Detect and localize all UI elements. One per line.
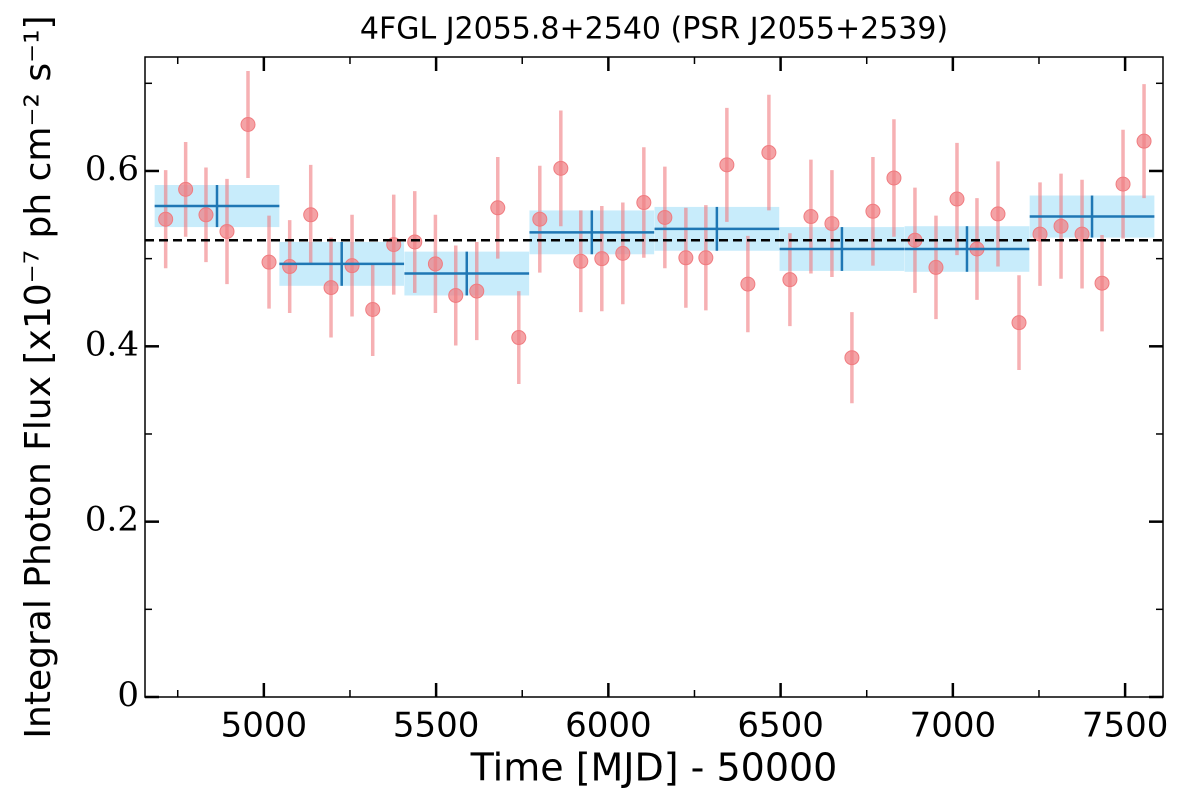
x-tick-label: 5500 xyxy=(393,706,480,746)
data-point xyxy=(178,181,194,197)
data-point xyxy=(865,203,881,219)
data-point xyxy=(1074,226,1090,242)
x-axis-label: Time [MJD] - 50000 xyxy=(470,746,838,790)
data-point xyxy=(1032,226,1048,242)
y-tick-label: 0.4 xyxy=(85,324,139,364)
data-point xyxy=(261,254,277,270)
data-point xyxy=(1136,133,1152,149)
y-tick-label: 0.6 xyxy=(85,149,139,189)
data-point xyxy=(553,160,569,176)
data-point xyxy=(1094,275,1110,291)
data-point xyxy=(303,207,319,223)
plot-frame xyxy=(144,56,1164,698)
x-tick-label: 6500 xyxy=(737,706,824,746)
data-point xyxy=(323,280,339,296)
data-point xyxy=(532,211,548,227)
data-point xyxy=(1011,315,1027,331)
data-point xyxy=(657,209,673,225)
data-point xyxy=(740,276,756,292)
data-point xyxy=(1115,176,1131,192)
data-point xyxy=(469,283,485,299)
data-point xyxy=(698,250,714,266)
data-point xyxy=(573,253,589,269)
y-tick-label: 0.2 xyxy=(85,500,139,540)
data-point xyxy=(678,250,694,266)
data-point xyxy=(636,195,652,211)
data-point xyxy=(344,258,360,274)
data-point xyxy=(844,350,860,366)
x-tick-label: 7000 xyxy=(910,706,997,746)
data-point xyxy=(427,256,443,272)
data-point xyxy=(407,234,423,250)
chart-title: 4FGL J2055.8+2540 (PSR J2055+2539) xyxy=(360,12,948,47)
data-point xyxy=(719,157,735,173)
data-point xyxy=(928,259,944,275)
data-point xyxy=(761,145,777,161)
data-point xyxy=(240,117,256,133)
data-point xyxy=(282,259,298,275)
data-point xyxy=(219,223,235,239)
data-point xyxy=(594,251,610,267)
data-point xyxy=(365,301,381,317)
x-tick-label: 5000 xyxy=(221,706,308,746)
data-point xyxy=(198,207,214,223)
data-point xyxy=(448,287,464,303)
data-point xyxy=(886,170,902,186)
data-point xyxy=(511,330,527,346)
x-tick-label: 6000 xyxy=(565,706,652,746)
y-axis-label: Integral Photon Flux [x10⁻⁷ ph cm⁻² s⁻¹] xyxy=(18,15,59,738)
data-point xyxy=(1053,218,1069,234)
y-tick-label: 0 xyxy=(117,675,139,715)
data-point xyxy=(490,200,506,216)
x-tick-label: 7500 xyxy=(1082,706,1169,746)
data-point xyxy=(824,216,840,232)
data-point xyxy=(158,211,174,227)
data-point xyxy=(949,191,965,207)
data-point xyxy=(782,272,798,288)
data-point xyxy=(803,209,819,225)
data-point xyxy=(990,206,1006,222)
data-point xyxy=(615,245,631,261)
